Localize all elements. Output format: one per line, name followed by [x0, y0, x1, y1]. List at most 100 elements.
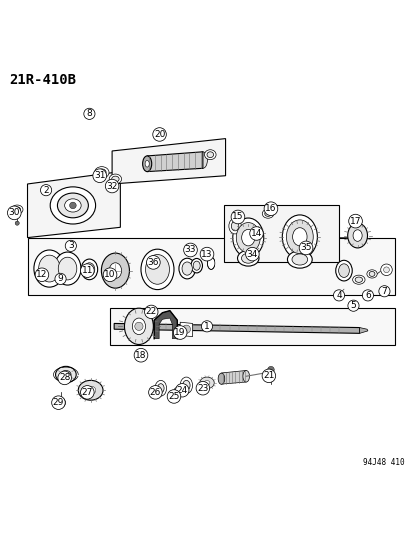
Ellipse shape [352, 275, 364, 284]
Ellipse shape [236, 223, 260, 253]
Ellipse shape [101, 253, 129, 288]
Ellipse shape [180, 377, 192, 393]
Ellipse shape [190, 259, 202, 273]
Text: 2: 2 [43, 185, 49, 195]
Text: 24: 24 [176, 386, 188, 395]
Circle shape [380, 264, 391, 276]
Circle shape [58, 400, 63, 405]
Ellipse shape [264, 211, 271, 216]
Ellipse shape [145, 255, 169, 284]
Ellipse shape [157, 384, 164, 393]
Ellipse shape [154, 381, 166, 396]
Polygon shape [147, 152, 202, 172]
Ellipse shape [145, 160, 149, 167]
Ellipse shape [231, 221, 238, 231]
Circle shape [55, 398, 65, 408]
Text: 3: 3 [68, 241, 74, 251]
Polygon shape [110, 308, 394, 345]
Ellipse shape [112, 176, 119, 182]
Text: 21: 21 [263, 372, 274, 381]
Ellipse shape [232, 218, 263, 257]
Ellipse shape [193, 261, 200, 270]
Text: 35: 35 [299, 244, 311, 253]
Ellipse shape [142, 156, 151, 172]
Text: 32: 32 [106, 182, 118, 190]
Ellipse shape [199, 377, 214, 389]
Circle shape [15, 221, 19, 225]
Ellipse shape [38, 255, 60, 282]
Ellipse shape [198, 152, 207, 168]
Ellipse shape [85, 386, 95, 394]
Ellipse shape [335, 260, 351, 281]
Ellipse shape [54, 252, 81, 285]
Circle shape [135, 322, 143, 330]
Ellipse shape [291, 254, 307, 265]
Ellipse shape [97, 169, 106, 176]
Polygon shape [112, 139, 225, 184]
Ellipse shape [282, 215, 317, 259]
Text: 29: 29 [52, 398, 64, 407]
Text: 1: 1 [204, 322, 209, 331]
Polygon shape [154, 311, 177, 338]
Ellipse shape [338, 264, 349, 278]
Text: 4: 4 [335, 291, 341, 300]
Ellipse shape [352, 230, 361, 241]
Ellipse shape [287, 251, 311, 268]
Ellipse shape [124, 308, 153, 344]
Ellipse shape [55, 366, 76, 383]
Ellipse shape [94, 167, 109, 178]
Ellipse shape [61, 370, 71, 379]
Circle shape [383, 267, 389, 273]
Text: 14: 14 [250, 229, 261, 238]
Text: 13: 13 [201, 249, 212, 259]
Text: 33: 33 [184, 246, 196, 254]
Ellipse shape [366, 270, 376, 278]
Text: 26: 26 [150, 388, 161, 397]
Text: 27: 27 [81, 388, 93, 397]
Ellipse shape [182, 381, 190, 390]
Ellipse shape [206, 152, 213, 158]
Text: 23: 23 [197, 384, 208, 393]
Ellipse shape [262, 209, 273, 218]
Polygon shape [114, 324, 359, 333]
Ellipse shape [292, 228, 306, 246]
Circle shape [182, 325, 190, 333]
Text: 18: 18 [135, 351, 146, 360]
Ellipse shape [204, 150, 216, 160]
Ellipse shape [176, 389, 181, 393]
Ellipse shape [241, 253, 254, 263]
Text: 28: 28 [59, 374, 70, 382]
Text: 17: 17 [349, 216, 361, 225]
Polygon shape [223, 205, 338, 262]
Ellipse shape [34, 250, 65, 287]
Ellipse shape [64, 199, 81, 212]
Ellipse shape [109, 174, 121, 184]
Text: 94J48 410: 94J48 410 [363, 458, 404, 466]
Ellipse shape [132, 318, 145, 335]
Ellipse shape [173, 387, 184, 395]
Text: 34: 34 [246, 249, 257, 259]
Polygon shape [359, 328, 367, 333]
Text: 31: 31 [94, 171, 105, 180]
Ellipse shape [354, 277, 362, 282]
Ellipse shape [178, 259, 195, 279]
Polygon shape [180, 322, 192, 337]
Text: 9: 9 [57, 274, 63, 284]
Text: 21R-410B: 21R-410B [9, 72, 76, 86]
Polygon shape [221, 370, 246, 384]
Text: 10: 10 [104, 270, 116, 279]
Text: 25: 25 [168, 392, 179, 401]
Text: 36: 36 [147, 258, 159, 267]
Circle shape [267, 366, 273, 373]
Text: 16: 16 [265, 204, 276, 213]
Text: 15: 15 [232, 213, 243, 222]
Ellipse shape [204, 381, 209, 385]
Ellipse shape [50, 187, 95, 224]
Ellipse shape [207, 257, 214, 269]
Text: 11: 11 [81, 266, 93, 275]
Ellipse shape [81, 259, 97, 280]
Circle shape [69, 202, 76, 209]
Ellipse shape [141, 249, 173, 289]
Polygon shape [27, 172, 120, 238]
Text: 30: 30 [9, 208, 20, 217]
